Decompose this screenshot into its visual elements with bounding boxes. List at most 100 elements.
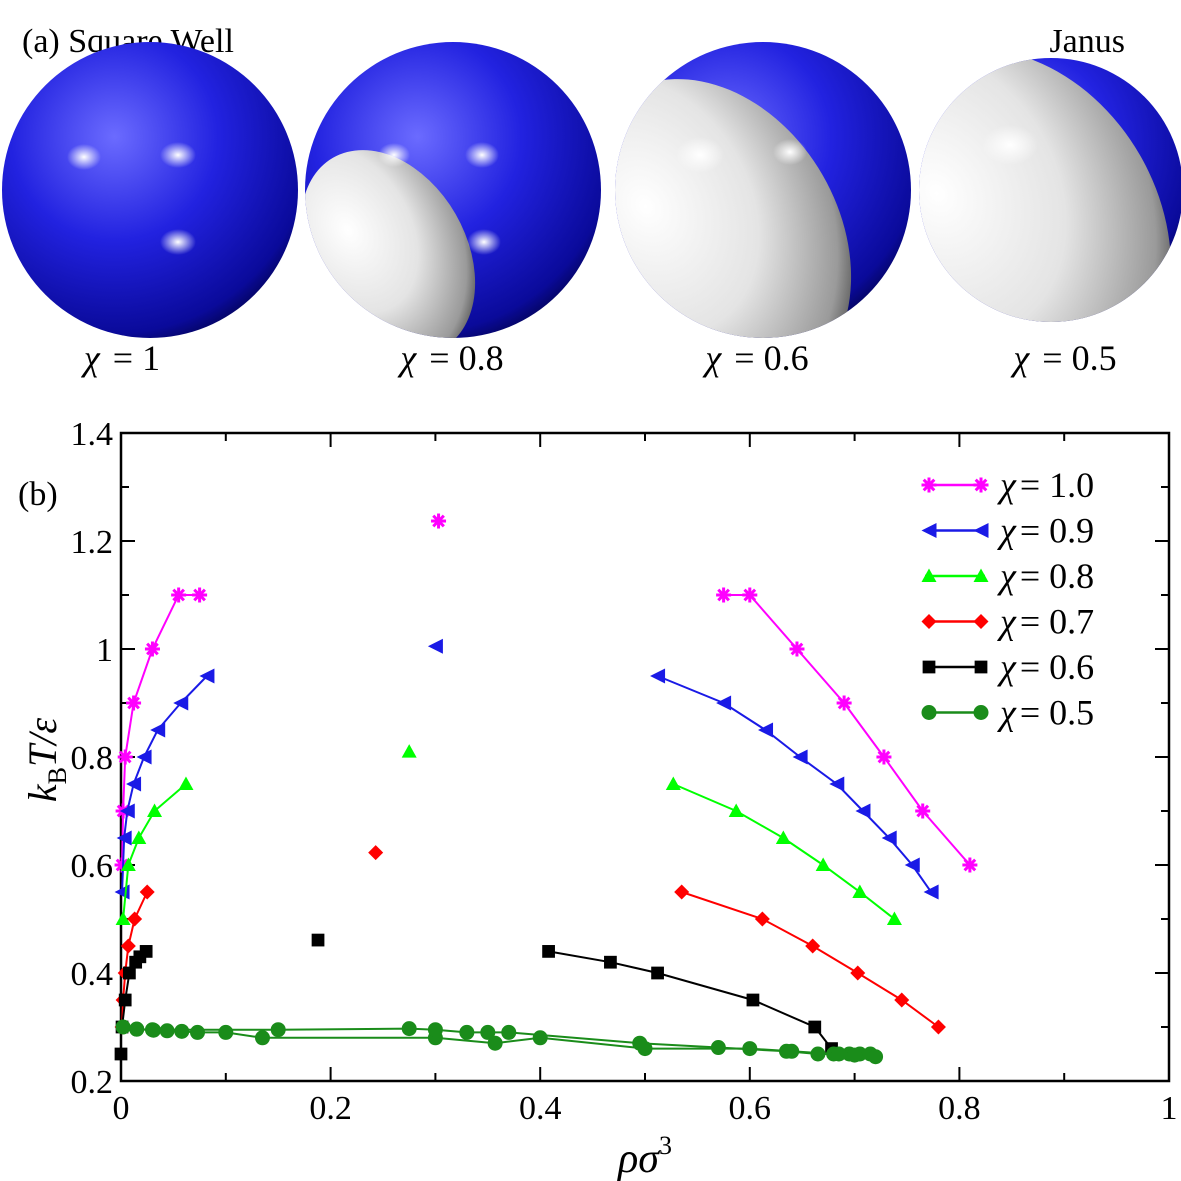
data-point xyxy=(129,1021,145,1037)
data-point xyxy=(127,911,143,927)
data-point xyxy=(746,993,760,1007)
data-point xyxy=(778,1043,794,1059)
y-axis-label-rest: T/ε xyxy=(20,718,65,767)
data-point xyxy=(810,1046,826,1062)
data-point xyxy=(847,1047,863,1063)
data-point xyxy=(855,803,871,819)
data-point xyxy=(808,1020,822,1034)
svg-text:χ = 1: χ = 1 xyxy=(81,338,160,378)
legend: χ = 1.0χ = 0.9χ = 0.8χ = 0.7χ = 0.6χ = 0.5 xyxy=(921,465,1094,733)
data-point xyxy=(178,776,194,790)
data-point xyxy=(650,668,666,684)
legend-label: χ = 0.9 xyxy=(997,511,1094,551)
x-tick-label: 0 xyxy=(113,1090,130,1127)
data-point xyxy=(805,938,821,954)
data-point xyxy=(829,776,845,792)
data-point xyxy=(915,803,931,819)
legend-chi-symbol: χ xyxy=(997,693,1017,733)
data-point xyxy=(171,587,187,603)
legend-chi-symbol: χ xyxy=(997,556,1017,596)
data-point xyxy=(115,1019,131,1035)
legend-chi-value: = 0.9 xyxy=(1020,511,1094,551)
legend-chi-symbol: χ xyxy=(997,511,1017,551)
legend-marker xyxy=(973,523,989,538)
data-point xyxy=(728,803,744,817)
chi-symbol: χ xyxy=(702,338,722,378)
x-axis-label-sup: 3 xyxy=(659,1131,672,1160)
y-tick-label: 0.6 xyxy=(71,848,114,885)
data-point xyxy=(604,955,617,969)
data-point xyxy=(150,722,166,738)
svg-text:χ = 0.5: χ = 0.5 xyxy=(1010,338,1116,378)
legend-marker xyxy=(921,477,937,493)
x-tick-label: 0.2 xyxy=(309,1090,352,1127)
phase-diagram-chart: 0 0.2 0.4 0.6 0.8 10.20.40.60.811.21.4 χ = 1.0… xyxy=(18,416,1178,1181)
data-point xyxy=(126,776,142,792)
legend-marker xyxy=(974,660,988,674)
data-point xyxy=(199,668,215,684)
data-point xyxy=(120,857,136,871)
data-point xyxy=(868,1049,884,1065)
data-point xyxy=(742,587,758,603)
legend-marker xyxy=(922,660,936,674)
data-point xyxy=(190,1024,206,1040)
critical-point xyxy=(431,513,447,529)
legend-marker xyxy=(973,614,989,629)
panel-b-label: (b) xyxy=(18,476,58,513)
data-point xyxy=(632,1035,648,1051)
legend-item: χ = 0.6 xyxy=(922,647,1094,687)
data-point xyxy=(119,803,135,819)
series-line xyxy=(681,891,940,1028)
data-point xyxy=(139,945,153,958)
data-point xyxy=(144,1022,160,1038)
sphere-label-0.6: χ = 0.6 xyxy=(702,338,808,378)
chi-symbol: χ xyxy=(397,338,417,378)
legend-chi-value: = 0.6 xyxy=(1020,647,1094,687)
series-line xyxy=(657,675,932,893)
legend-chi-symbol: χ xyxy=(997,647,1017,687)
data-point xyxy=(758,722,774,738)
data-point xyxy=(876,749,892,765)
legend-item: χ = 0.8 xyxy=(921,556,1094,596)
chi-symbol: χ xyxy=(1010,338,1030,378)
data-point xyxy=(792,749,808,765)
data-point xyxy=(117,749,133,765)
data-point xyxy=(147,803,163,817)
series-chi-1.0 xyxy=(114,513,978,873)
data-point xyxy=(173,695,189,711)
legend-marker xyxy=(921,568,937,582)
x-tick-label: 0.4 xyxy=(519,1090,562,1127)
series-layer xyxy=(114,513,978,1065)
data-point xyxy=(254,1030,270,1046)
y-axis-label: kBT/ε xyxy=(20,718,72,802)
legend-item: χ = 0.9 xyxy=(921,511,1094,551)
data-point xyxy=(126,695,142,711)
svg-text:χ = 0.8: χ = 0.8 xyxy=(397,338,503,378)
legend-label: χ = 1.0 xyxy=(997,465,1094,505)
critical-point xyxy=(311,933,325,947)
data-point xyxy=(459,1024,475,1040)
legend-label: χ = 0.5 xyxy=(997,693,1094,733)
data-point xyxy=(118,993,132,1007)
y-tick-label: 1.2 xyxy=(71,524,114,561)
x-tick-label: 0.8 xyxy=(938,1090,981,1127)
data-point xyxy=(716,695,732,711)
data-point xyxy=(480,1024,496,1040)
data-point xyxy=(116,830,132,846)
data-point xyxy=(881,830,897,846)
janus-label: Janus xyxy=(1049,23,1125,60)
legend-item: χ = 0.5 xyxy=(921,693,1094,733)
series-chi-0.9 xyxy=(114,638,939,900)
data-point xyxy=(789,641,805,657)
data-point xyxy=(501,1024,517,1040)
critical-point xyxy=(368,845,384,861)
data-point xyxy=(401,1021,417,1037)
legend-label: χ = 0.7 xyxy=(997,602,1094,642)
series-line xyxy=(548,950,833,1050)
legend-chi-value: = 0.5 xyxy=(1020,693,1094,733)
y-tick-label: 0.4 xyxy=(71,956,114,993)
data-point xyxy=(831,1046,847,1062)
series-chi-0.5 xyxy=(115,1019,884,1065)
data-point xyxy=(427,1022,443,1038)
chi-value: = 1 xyxy=(113,338,160,378)
